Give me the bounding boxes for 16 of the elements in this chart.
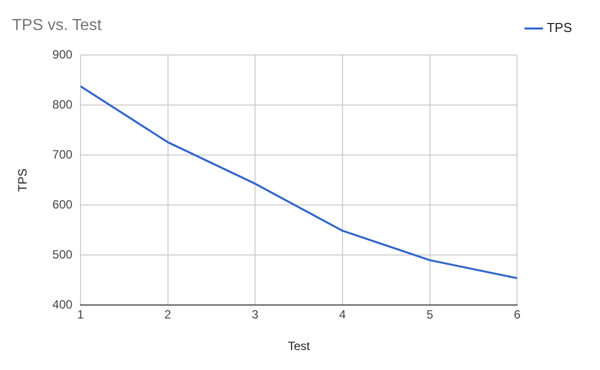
y-tick-label: 500 <box>52 248 73 262</box>
chart-title: TPS vs. Test <box>12 17 102 34</box>
x-tick-label: 2 <box>164 308 172 322</box>
y-tick-label: 700 <box>52 148 73 162</box>
y-tick-label: 400 <box>52 298 73 312</box>
x-tick-label: 1 <box>77 308 84 322</box>
x-tick-label: 6 <box>514 308 521 322</box>
y-tick-label: 600 <box>52 198 73 212</box>
x-tick-label: 3 <box>252 308 259 322</box>
legend-label: TPS <box>546 20 572 36</box>
x-tick-label: 5 <box>426 308 434 322</box>
y-axis-title: TPS <box>16 168 30 192</box>
y-tick-label: 800 <box>52 98 73 112</box>
x-axis-title: Test <box>288 339 310 354</box>
x-tick-label: 4 <box>339 308 346 322</box>
y-tick-label: 900 <box>52 48 73 62</box>
